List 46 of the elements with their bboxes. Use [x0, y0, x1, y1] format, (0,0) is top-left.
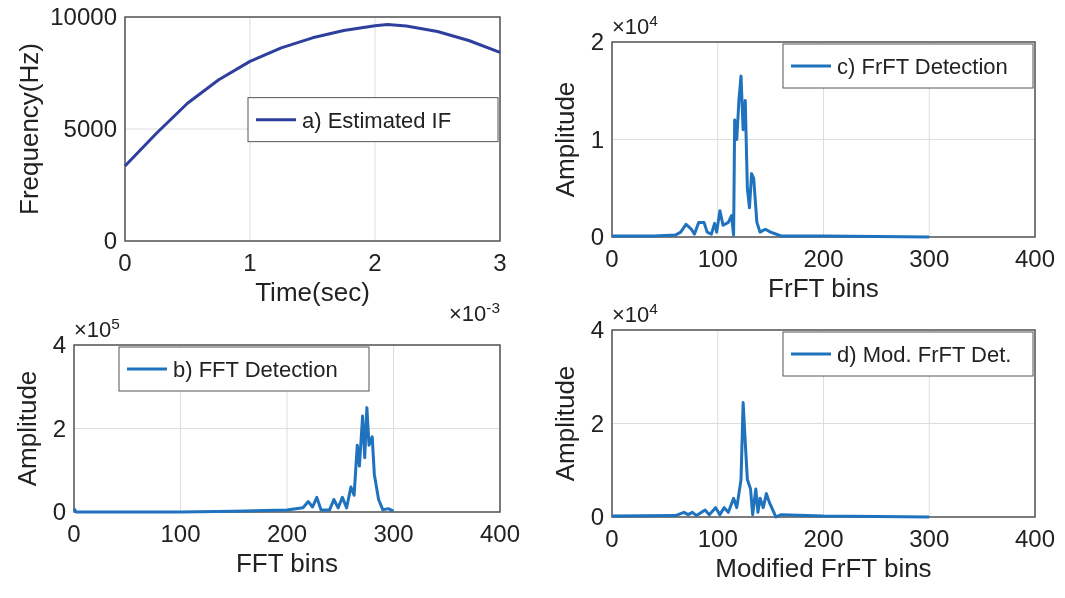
- line-series: [123, 23, 502, 168]
- y-tick-label: 0: [590, 503, 604, 530]
- y-axis-title: Amplitude: [550, 81, 580, 198]
- x-tick-label: 200: [266, 520, 308, 547]
- x-axis-title: FrFT bins: [768, 273, 879, 303]
- legend-label: c) FrFT Detection: [837, 54, 1008, 79]
- x-tick-label: 300: [909, 525, 950, 552]
- line-series: [72, 406, 395, 514]
- legend-label: d) Mod. FrFT Det.: [837, 342, 1012, 367]
- x-tick-label: 400: [1014, 525, 1056, 552]
- y-tick-label: 0: [103, 227, 117, 254]
- text: ×10$^{-3}$: [448, 298, 500, 326]
- y-tick-label: 1: [590, 125, 604, 153]
- x-tick-label: 100: [160, 520, 201, 547]
- legend-label: b) FFT Detection: [173, 357, 338, 382]
- y-tick-label: 4: [590, 316, 604, 343]
- y-axis-title: Frequency(Hz): [14, 43, 44, 215]
- y-tick-label: 4: [52, 331, 66, 358]
- y-tick-label: 10000: [50, 3, 117, 30]
- x-tick-label: 1: [243, 249, 257, 276]
- x-axis-title: Time(sec): [255, 277, 370, 307]
- y-axis-title: Amplitude: [12, 370, 42, 487]
- y-tick-label: 2: [590, 28, 604, 55]
- x-tick-label: 3: [493, 249, 507, 276]
- x-axis-title: FFT bins: [235, 548, 339, 578]
- legend-label: a) Estimated IF: [302, 107, 452, 133]
- y-axis-title: Amplitude: [550, 365, 580, 482]
- text: ×10$^{4}$: [612, 299, 659, 327]
- y-tick-label: 5000: [63, 115, 117, 142]
- line-series: [610, 400, 931, 519]
- y-tick-label: 0: [590, 223, 604, 250]
- x-tick-label: 200: [803, 525, 844, 552]
- x-tick-label: 2: [368, 249, 382, 276]
- text: ×10$^{4}$: [612, 11, 659, 39]
- x-tick-label: 200: [803, 245, 844, 272]
- x-tick-label: 100: [697, 525, 738, 552]
- x-axis-title: Modified FrFT bins: [715, 553, 932, 583]
- x-tick-label: 400: [479, 520, 521, 547]
- y-tick-label: 2: [52, 414, 66, 442]
- x-tick-label: 300: [373, 520, 414, 547]
- x-tick-label: 100: [697, 245, 738, 272]
- x-tick-label: 300: [909, 245, 950, 272]
- y-tick-label: 0: [52, 498, 66, 525]
- x-tick-label: 400: [1014, 245, 1056, 272]
- text: ×10$^{5}$: [74, 314, 120, 342]
- y-tick-label: 2: [590, 409, 604, 437]
